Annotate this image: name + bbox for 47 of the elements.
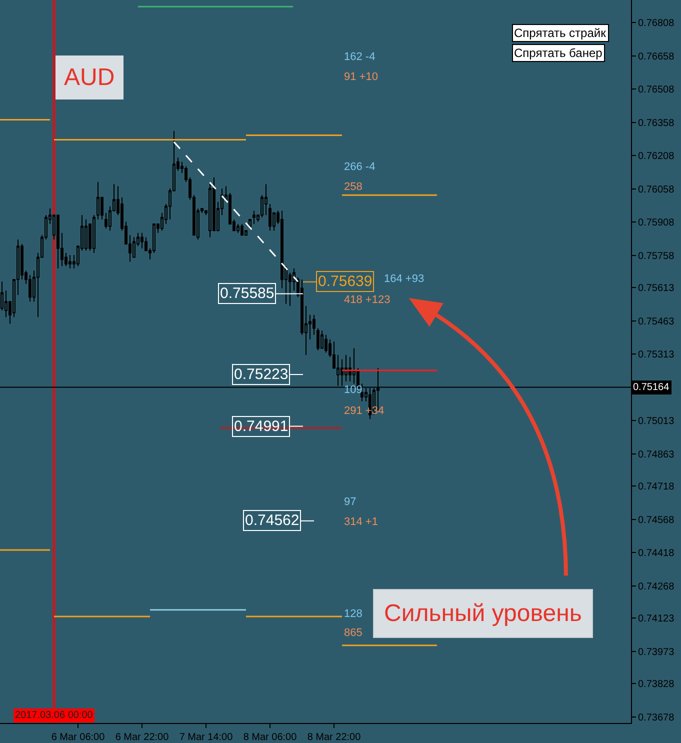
y-tick-label: 0.73973	[638, 646, 675, 658]
y-tick-label: 0.75463	[638, 316, 675, 328]
y-tick-label: 0.74863	[638, 449, 675, 460]
annotation: 164 +93	[384, 273, 424, 285]
y-tick-label: 0.76808	[638, 18, 675, 30]
annotation: 0.74562	[245, 512, 300, 529]
annotation: Спрятать страйк	[514, 26, 607, 40]
y-tick-label: 0.73678	[638, 712, 675, 724]
y-tick-label: 0.75013	[638, 416, 675, 428]
y-tick-label: 0.74418	[638, 548, 675, 560]
annotation: 258	[344, 181, 362, 193]
y-tick-label: 0.76208	[638, 151, 675, 162]
y-tick-label: 0.76358	[638, 118, 675, 129]
text: AUD	[64, 64, 115, 91]
y-tick-label: 0.76508	[638, 84, 675, 96]
ref-line-label: 2017.03.06 00:00	[15, 710, 94, 721]
annotation: 128	[344, 608, 362, 620]
annotation: 314 +1	[344, 516, 378, 528]
annotation: 418 +123	[344, 294, 390, 306]
annotation: 865	[344, 627, 362, 639]
annotation: 291 +34	[344, 405, 384, 417]
y-tick-label: 0.73828	[638, 679, 675, 690]
x-tick-label: 8 Mar 22:00	[307, 732, 362, 743]
annotation: 0.75223	[234, 366, 288, 383]
x-tick-label: 6 Mar 22:00	[115, 732, 170, 743]
annotation: 162 -4	[344, 51, 376, 63]
x-tick-label: 6 Mar 06:00	[51, 732, 106, 743]
y-tick-label: 0.74718	[638, 482, 675, 493]
y-tick-label: 0.76058	[638, 184, 675, 196]
annotation: 266 -4	[344, 161, 376, 173]
x-tick-label: 8 Mar 06:00	[243, 732, 298, 743]
y-tick-label: 0.75613	[638, 283, 675, 294]
annotation: 91 +10	[344, 71, 378, 83]
x-tick-label: 7 Mar 14:00	[179, 732, 234, 743]
y-tick-label: 0.75758	[638, 250, 675, 262]
y-tick-label: 0.75908	[638, 218, 675, 229]
annotation: 0.75639	[318, 273, 372, 290]
y-tick-label: 0.74123	[638, 614, 675, 625]
ref-line-label: 0.75164	[633, 382, 670, 393]
annotation: 97	[344, 496, 356, 508]
y-tick-label: 0.74568	[638, 514, 675, 526]
y-tick-label: 0.75313	[638, 350, 675, 361]
annotation: 0.75585	[220, 285, 274, 302]
y-tick-label: 0.76658	[638, 51, 675, 62]
annotation: Сильный уровень	[384, 600, 582, 627]
y-tick-label: 0.74268	[638, 581, 675, 592]
annotation: Спрятать банер	[514, 46, 603, 60]
